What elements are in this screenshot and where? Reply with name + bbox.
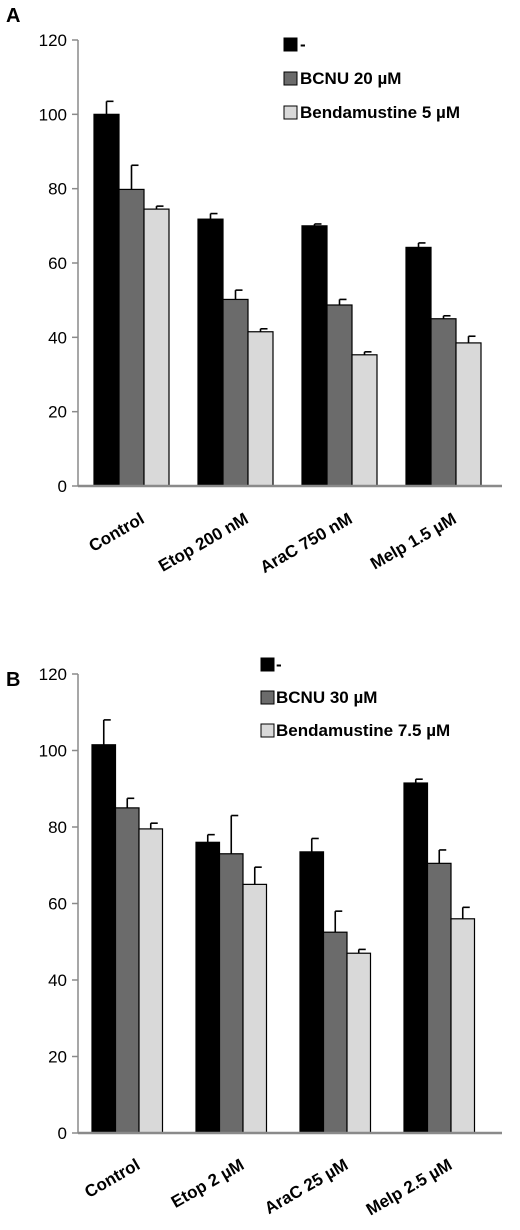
- bar: [93, 113, 120, 487]
- legend-entry: -: [300, 35, 306, 54]
- bar: [91, 744, 117, 1134]
- legend-entry: Bendamustine 5 µM: [300, 103, 460, 122]
- y-tick-label: 20: [48, 1048, 67, 1067]
- bar: [114, 807, 140, 1134]
- panel-b: B 0 20 40 60 80 100 120 Control Etop 2 µM AraC 25 …: [6, 655, 502, 1219]
- bar: [242, 883, 268, 1134]
- legend-swatch: [260, 690, 275, 705]
- bar: [322, 931, 348, 1134]
- bar: [143, 208, 170, 487]
- y-tick-label: 100: [39, 742, 67, 761]
- bar: [218, 853, 244, 1134]
- bar: [197, 218, 224, 487]
- panel-a: A 0 20 40 60 80 100 120 Control Etop 200 nM AraC 7…: [6, 5, 502, 577]
- bar: [222, 298, 249, 487]
- y-tick-label: 20: [48, 403, 67, 422]
- bar: [247, 331, 274, 487]
- x-tick-label: Control: [86, 509, 148, 556]
- legend-entry: BCNU 30 µM: [276, 688, 377, 707]
- bar: [450, 918, 476, 1134]
- bar: [299, 851, 325, 1134]
- bar: [346, 952, 372, 1134]
- legend-swatch: [260, 657, 275, 672]
- x-tick-label: Melp 2.5 µM: [363, 1155, 455, 1219]
- x-tick-label: Etop 200 nM: [155, 509, 251, 576]
- y-tick-label: 120: [39, 31, 67, 50]
- y-tick-label: 0: [58, 1124, 67, 1143]
- legend-entry: -: [276, 655, 282, 674]
- x-tick-label: AraC 750 nM: [257, 509, 356, 577]
- legend-swatch: [260, 723, 275, 738]
- bar: [403, 782, 429, 1134]
- bar: [351, 354, 378, 487]
- y-tick-label: 100: [39, 105, 67, 124]
- bar: [195, 841, 221, 1134]
- legend-swatch: [283, 37, 298, 52]
- bar: [430, 318, 457, 487]
- y-tick-label: 60: [48, 254, 67, 273]
- bar: [326, 304, 353, 487]
- y-tick-label: 40: [48, 328, 67, 347]
- bar: [405, 246, 432, 487]
- y-tick-label: 80: [48, 180, 67, 199]
- x-tick-label: AraC 25 µM: [261, 1155, 351, 1218]
- legend-swatch: [283, 71, 298, 86]
- x-tick-label: Control: [81, 1155, 143, 1202]
- bar: [301, 225, 328, 487]
- x-tick-label: Etop 2 µM: [168, 1155, 247, 1212]
- bar: [138, 828, 164, 1134]
- y-tick-label: 60: [48, 895, 67, 914]
- y-tick-label: 40: [48, 971, 67, 990]
- panel-label: A: [6, 5, 20, 27]
- panel-label: B: [6, 669, 20, 691]
- y-tick-label: 80: [48, 818, 67, 837]
- legend-entry: Bendamustine 7.5 µM: [276, 721, 450, 740]
- bar: [455, 342, 482, 487]
- y-tick-label: 0: [58, 477, 67, 496]
- y-tick-label: 120: [39, 665, 67, 684]
- x-tick-label: Melp 1.5 µM: [367, 509, 459, 573]
- legend-entry: BCNU 20 µM: [300, 69, 401, 88]
- bar: [118, 188, 145, 487]
- legend-swatch: [283, 105, 298, 120]
- bar: [426, 862, 452, 1134]
